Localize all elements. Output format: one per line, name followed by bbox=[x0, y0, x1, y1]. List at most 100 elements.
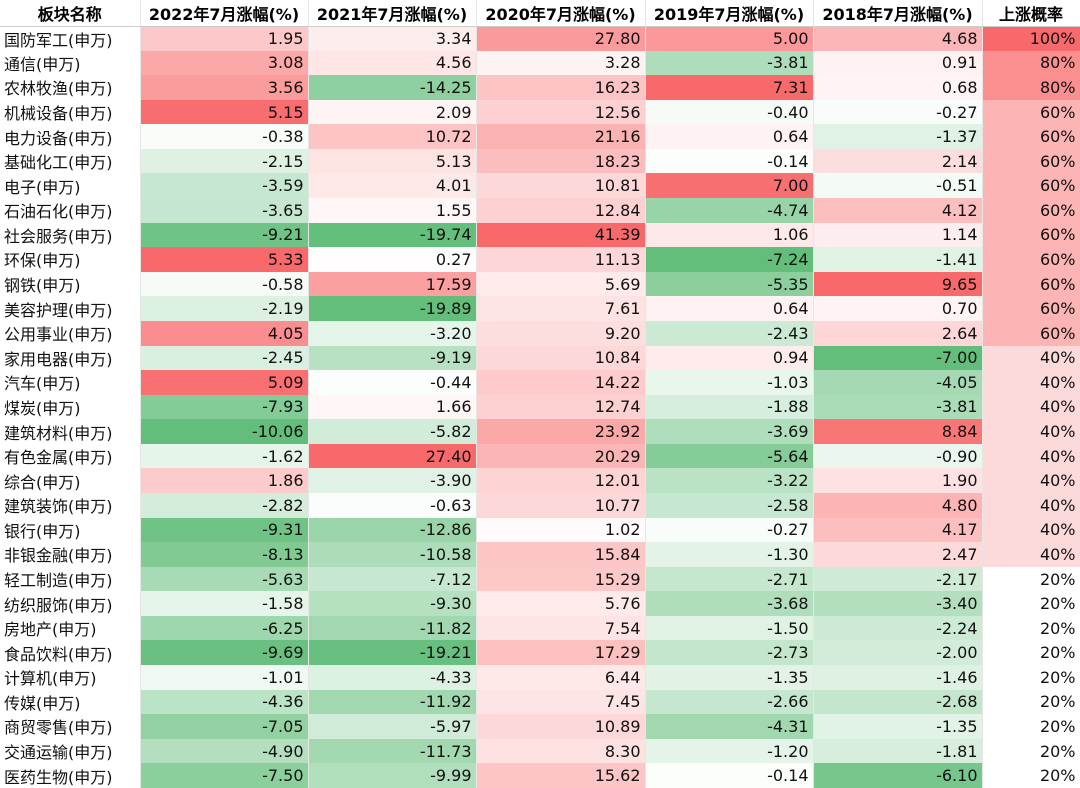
value-cell: -3.81 bbox=[645, 50, 814, 76]
value-cell: -2.19 bbox=[140, 296, 309, 321]
value-cell: -0.40 bbox=[645, 99, 814, 125]
value-cell: 40% bbox=[982, 443, 1080, 469]
data-row: 建筑装饰(申万) -2.82 -0.63 10.77 -2.58 4.80 40% bbox=[0, 492, 1080, 518]
data-row: 电力设备(申万) -0.38 10.72 21.16 0.64 -1.37 60% bbox=[0, 124, 1080, 149]
value-cell: 12.84 bbox=[476, 198, 646, 223]
value-cell: 11.13 bbox=[476, 247, 646, 272]
data-row: 非银金融(申万) -8.13 -10.58 15.84 -1.30 2.47 40% bbox=[0, 542, 1080, 567]
value-cell: 21.16 bbox=[476, 124, 646, 149]
sector-name: 综合(申万) bbox=[0, 468, 141, 493]
value-cell: 12.74 bbox=[476, 394, 646, 420]
value-cell: 20% bbox=[982, 763, 1080, 788]
value-cell: 40% bbox=[982, 492, 1080, 518]
value-cell: -1.58 bbox=[140, 591, 309, 616]
value-cell: -1.20 bbox=[645, 738, 814, 764]
value-cell: 6.44 bbox=[476, 665, 646, 690]
sector-name: 通信(申万) bbox=[0, 50, 141, 76]
value-cell: 5.13 bbox=[308, 148, 477, 174]
value-cell: 4.17 bbox=[813, 517, 983, 543]
value-cell: -4.31 bbox=[645, 714, 814, 739]
sector-name: 美容护理(申万) bbox=[0, 296, 141, 321]
value-cell: 1.86 bbox=[140, 468, 309, 493]
sector-name: 银行(申万) bbox=[0, 517, 141, 543]
value-cell: 14.22 bbox=[476, 370, 646, 395]
value-cell: 7.61 bbox=[476, 296, 646, 321]
sector-name: 轻工制造(申万) bbox=[0, 566, 141, 592]
value-cell: 5.09 bbox=[140, 370, 309, 395]
value-cell: 5.00 bbox=[645, 26, 814, 51]
value-cell: -9.30 bbox=[308, 591, 477, 616]
value-cell: -11.73 bbox=[308, 738, 477, 764]
value-cell: 12.01 bbox=[476, 468, 646, 493]
data-row: 环保(申万) 5.33 0.27 11.13 -7.24 -1.41 60% bbox=[0, 247, 1080, 272]
value-cell: 17.59 bbox=[308, 271, 477, 297]
data-row: 综合(申万) 1.86 -3.90 12.01 -3.22 1.90 40% bbox=[0, 468, 1080, 493]
sector-name: 电力设备(申万) bbox=[0, 124, 141, 149]
value-cell: -1.01 bbox=[140, 665, 309, 690]
value-cell: -0.90 bbox=[813, 443, 983, 469]
value-cell: 1.02 bbox=[476, 517, 646, 543]
value-cell: -1.30 bbox=[645, 542, 814, 567]
value-cell: -9.99 bbox=[308, 763, 477, 788]
value-cell: -0.63 bbox=[308, 492, 477, 518]
value-cell: 60% bbox=[982, 222, 1080, 248]
value-cell: 4.05 bbox=[140, 320, 309, 346]
sector-name: 电子(申万) bbox=[0, 173, 141, 199]
value-cell: 2.47 bbox=[813, 542, 983, 567]
value-cell: -9.21 bbox=[140, 222, 309, 248]
value-cell: -2.73 bbox=[645, 640, 814, 666]
value-cell: -1.03 bbox=[645, 370, 814, 395]
data-row: 传媒(申万) -4.36 -11.92 7.45 -2.66 -2.68 20% bbox=[0, 689, 1080, 715]
value-cell: 2.09 bbox=[308, 99, 477, 125]
sector-name: 钢铁(申万) bbox=[0, 271, 141, 297]
sector-name: 农林牧渔(申万) bbox=[0, 75, 141, 100]
value-cell: 5.69 bbox=[476, 271, 646, 297]
value-cell: -3.81 bbox=[813, 394, 983, 420]
value-cell: 60% bbox=[982, 320, 1080, 346]
data-row: 计算机(申万) -1.01 -4.33 6.44 -1.35 -1.46 20% bbox=[0, 665, 1080, 690]
value-cell: 20% bbox=[982, 566, 1080, 592]
value-cell: -2.45 bbox=[140, 345, 309, 371]
data-row: 国防军工(申万) 1.95 3.34 27.80 5.00 4.68 100% bbox=[0, 26, 1080, 51]
data-row: 社会服务(申万) -9.21 -19.74 41.39 1.06 1.14 60% bbox=[0, 222, 1080, 248]
value-cell: 20% bbox=[982, 714, 1080, 739]
value-cell: -11.82 bbox=[308, 615, 477, 641]
sector-name: 有色金属(申万) bbox=[0, 443, 141, 469]
sector-name: 环保(申万) bbox=[0, 247, 141, 272]
value-cell: -1.88 bbox=[645, 394, 814, 420]
value-cell: -0.51 bbox=[813, 173, 983, 199]
data-row: 石油石化(申万) -3.65 1.55 12.84 -4.74 4.12 60% bbox=[0, 198, 1080, 223]
value-cell: 27.80 bbox=[476, 26, 646, 51]
value-cell: -0.38 bbox=[140, 124, 309, 149]
value-cell: -9.69 bbox=[140, 640, 309, 666]
value-cell: 8.84 bbox=[813, 419, 983, 444]
value-cell: -2.58 bbox=[645, 492, 814, 518]
value-cell: 40% bbox=[982, 394, 1080, 420]
data-row: 公用事业(申万) 4.05 -3.20 9.20 -2.43 2.64 60% bbox=[0, 320, 1080, 346]
value-cell: 40% bbox=[982, 517, 1080, 543]
data-row: 农林牧渔(申万) 3.56 -14.25 16.23 7.31 0.68 80% bbox=[0, 75, 1080, 100]
value-cell: -7.93 bbox=[140, 394, 309, 420]
value-cell: 15.84 bbox=[476, 542, 646, 567]
value-cell: -0.14 bbox=[645, 763, 814, 788]
value-cell: -5.63 bbox=[140, 566, 309, 592]
value-cell: 60% bbox=[982, 296, 1080, 321]
header-row: 板块名称 2022年7月涨幅(%) 2021年7月涨幅(%) 2020年7月涨幅(%)… bbox=[0, 0, 1080, 27]
value-cell: 1.55 bbox=[308, 198, 477, 223]
value-cell: 40% bbox=[982, 345, 1080, 371]
data-row: 房地产(申万) -6.25 -11.82 7.54 -1.50 -2.24 20% bbox=[0, 615, 1080, 641]
value-cell: 0.68 bbox=[813, 75, 983, 100]
value-cell: 1.95 bbox=[140, 26, 309, 51]
value-cell: 60% bbox=[982, 198, 1080, 223]
value-cell: -3.22 bbox=[645, 468, 814, 493]
value-cell: 3.34 bbox=[308, 26, 477, 51]
value-cell: 40% bbox=[982, 419, 1080, 444]
value-cell: -3.40 bbox=[813, 591, 983, 616]
value-cell: 5.33 bbox=[140, 247, 309, 272]
value-cell: 60% bbox=[982, 124, 1080, 149]
value-cell: 18.23 bbox=[476, 148, 646, 174]
value-cell: -19.89 bbox=[308, 296, 477, 321]
value-cell: -4.90 bbox=[140, 738, 309, 764]
value-cell: 3.56 bbox=[140, 75, 309, 100]
data-row: 食品饮料(申万) -9.69 -19.21 17.29 -2.73 -2.00 20% bbox=[0, 640, 1080, 666]
